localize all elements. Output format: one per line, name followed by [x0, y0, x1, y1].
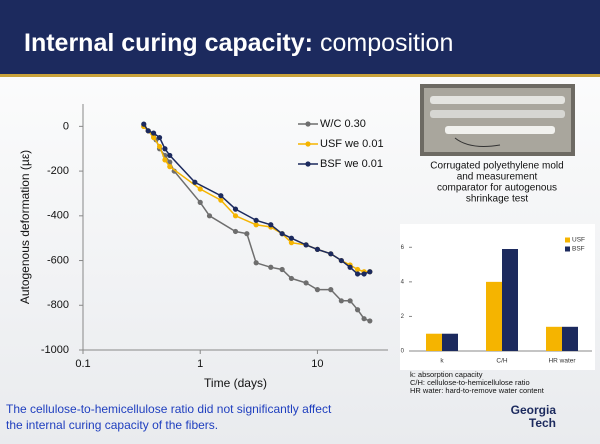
y-tick-label: 0	[63, 120, 69, 132]
x-tick-label: 1	[197, 358, 203, 370]
slide: Internal curing capacity:composition Cor…	[0, 0, 600, 444]
data-point	[367, 318, 372, 323]
bar	[546, 327, 562, 351]
photo-caption: Corrugated polyethylene mold	[430, 161, 563, 172]
data-point	[339, 298, 344, 303]
y-tick-label: -1000	[41, 344, 69, 356]
data-point	[157, 135, 162, 140]
data-point	[361, 316, 366, 321]
x-tick-label: C/H	[496, 358, 508, 365]
data-point	[328, 287, 333, 292]
data-point	[268, 265, 273, 270]
data-point	[157, 144, 162, 149]
bar	[442, 334, 458, 351]
y-tick-label: -400	[47, 210, 69, 222]
data-point	[289, 240, 294, 245]
data-point	[167, 164, 172, 169]
data-point	[151, 135, 156, 140]
bar	[562, 327, 578, 351]
legend-marker	[305, 141, 310, 146]
legend-label: USF	[572, 237, 585, 244]
data-point	[303, 280, 308, 285]
x-axis-label: Time (days)	[204, 376, 267, 390]
y-axis-label: Autogenous deformation (µε)	[18, 150, 32, 304]
logo: Georgia	[511, 403, 557, 417]
data-point	[315, 287, 320, 292]
data-point	[268, 222, 273, 227]
data-point	[162, 146, 167, 151]
legend-label: W/C 0.30	[320, 118, 366, 130]
data-point	[328, 251, 333, 256]
data-point	[233, 207, 238, 212]
title-rule	[0, 74, 600, 77]
conclusion: the internal curing capacity of the fibe…	[6, 418, 218, 432]
data-point	[218, 193, 223, 198]
legend-swatch	[565, 247, 570, 252]
x-tick-label: HR water	[548, 358, 576, 365]
data-point	[254, 260, 259, 265]
bar	[426, 334, 442, 351]
data-point	[348, 298, 353, 303]
data-point	[367, 269, 372, 274]
data-point	[348, 265, 353, 270]
data-point	[233, 213, 238, 218]
data-point	[233, 229, 238, 234]
bar	[486, 282, 502, 351]
photo-caption: shrinkage test	[466, 194, 528, 205]
data-point	[141, 122, 146, 127]
bar	[502, 249, 518, 351]
photo-caption: comparator for autogenous	[437, 183, 557, 194]
data-point	[254, 222, 259, 227]
note: HR water: hard-to-remove water content	[410, 386, 545, 395]
data-point	[162, 157, 167, 162]
legend-label: BSF	[572, 246, 585, 253]
data-point	[146, 128, 151, 133]
legend-swatch	[565, 238, 570, 243]
legend-marker	[305, 121, 310, 126]
data-point	[303, 242, 308, 247]
data-point	[192, 180, 197, 185]
slide-title: Internal curing capacity:composition	[24, 29, 453, 57]
y-tick-label: -800	[47, 299, 69, 311]
title-normal: composition	[320, 29, 453, 57]
data-point	[198, 186, 203, 191]
y-tick-label: -600	[47, 254, 69, 266]
data-point	[151, 130, 156, 135]
data-point	[339, 258, 344, 263]
data-point	[167, 153, 172, 158]
photo	[420, 84, 575, 156]
data-point	[315, 247, 320, 252]
data-point	[355, 271, 360, 276]
legend-label: BSF we 0.01	[320, 158, 383, 170]
data-point	[198, 200, 203, 205]
legend-label: USF we 0.01	[320, 138, 384, 150]
title-bold: Internal curing capacity:	[24, 29, 313, 57]
data-point	[207, 213, 212, 218]
y-tick-label: -200	[47, 165, 69, 177]
data-point	[289, 236, 294, 241]
data-point	[355, 307, 360, 312]
x-tick-label: 10	[311, 358, 323, 370]
data-point	[361, 271, 366, 276]
data-point	[280, 231, 285, 236]
conclusion: The cellulose-to-hemicellulose ratio did…	[6, 402, 332, 416]
photo-caption: and measurement	[457, 172, 538, 183]
data-point	[289, 276, 294, 281]
data-point	[280, 267, 285, 272]
data-point	[254, 218, 259, 223]
data-point	[355, 267, 360, 272]
x-tick-label: 0.1	[75, 358, 90, 370]
legend-marker	[305, 161, 310, 166]
data-point	[244, 231, 249, 236]
logo: Tech	[529, 416, 556, 430]
